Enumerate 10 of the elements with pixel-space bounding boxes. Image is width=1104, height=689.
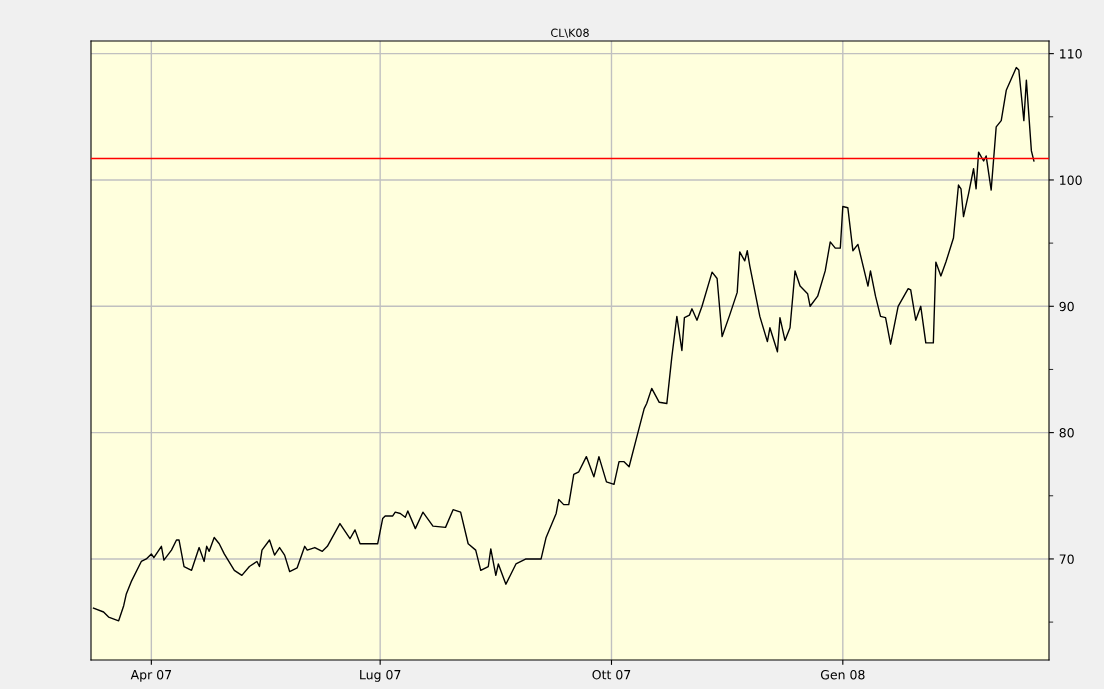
- y-tick-label: 70: [1059, 554, 1074, 564]
- x-tick-label: Ott 07: [592, 669, 631, 680]
- x-tick-label: Lug 07: [360, 669, 401, 682]
- x-tick-label: Apr 07: [130, 669, 172, 682]
- x-tick-label: Gen 08: [820, 669, 865, 680]
- y-tick-label: 100: [1060, 175, 1082, 185]
- y-tick-label: 90: [1059, 301, 1074, 312]
- y-tick-label: 110: [1060, 49, 1082, 59]
- y-tick-label: 80: [1059, 428, 1074, 438]
- chart-title: CL\K08: [551, 28, 589, 38]
